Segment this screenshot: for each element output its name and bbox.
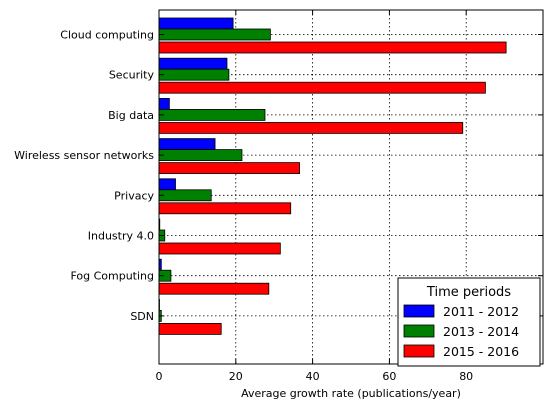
category-label: Privacy xyxy=(114,189,154,202)
bar xyxy=(158,162,300,175)
bar xyxy=(158,81,486,94)
legend: Time periods 2011 - 2012 2013 - 2014 2015 … xyxy=(397,277,541,367)
category-label: Wireless sensor networks xyxy=(14,149,154,162)
category-label: Fog Computing xyxy=(70,270,154,283)
bar xyxy=(158,282,270,295)
axis-ticks: 0 20 40 60 80 Cloud computing Security Big data… xyxy=(14,10,543,383)
category-label: SDN xyxy=(130,310,154,323)
bar xyxy=(158,122,464,134)
bar xyxy=(158,41,507,54)
x-tick-label: 40 xyxy=(306,370,320,383)
category-label: Industry 4.0 xyxy=(88,230,154,243)
bar xyxy=(158,138,216,151)
legend-label: 2011 - 2012 xyxy=(443,304,519,319)
legend-swatch xyxy=(403,304,435,318)
bar xyxy=(158,68,230,81)
bar xyxy=(158,189,212,202)
bar xyxy=(158,202,292,215)
x-tick-label: 60 xyxy=(382,370,396,383)
x-tick-label: 20 xyxy=(229,370,243,383)
x-axis-title: Average growth rate (publications/year) xyxy=(241,387,461,400)
bar xyxy=(158,149,243,162)
legend-swatch xyxy=(403,344,435,358)
bar xyxy=(158,28,271,41)
category-label: Cloud computing xyxy=(60,29,154,42)
x-tick-label: 0 xyxy=(156,370,163,383)
category-label: Big data xyxy=(108,109,154,122)
bar xyxy=(158,178,176,191)
legend-title: Time periods xyxy=(426,285,511,300)
bar xyxy=(158,109,266,121)
bar xyxy=(158,98,170,110)
x-tick-label: 80 xyxy=(459,370,473,383)
plot-frame xyxy=(158,9,544,365)
category-label: Security xyxy=(109,69,155,82)
legend-label: 2015 - 2016 xyxy=(443,344,519,359)
legend-entries: 2011 - 2012 2013 - 2014 2015 - 2016 xyxy=(403,304,519,359)
legend-swatch xyxy=(403,324,435,338)
bar xyxy=(158,322,222,335)
bar xyxy=(158,242,281,255)
legend-label: 2013 - 2014 xyxy=(443,324,519,339)
bar xyxy=(158,57,228,70)
bar xyxy=(158,17,234,30)
